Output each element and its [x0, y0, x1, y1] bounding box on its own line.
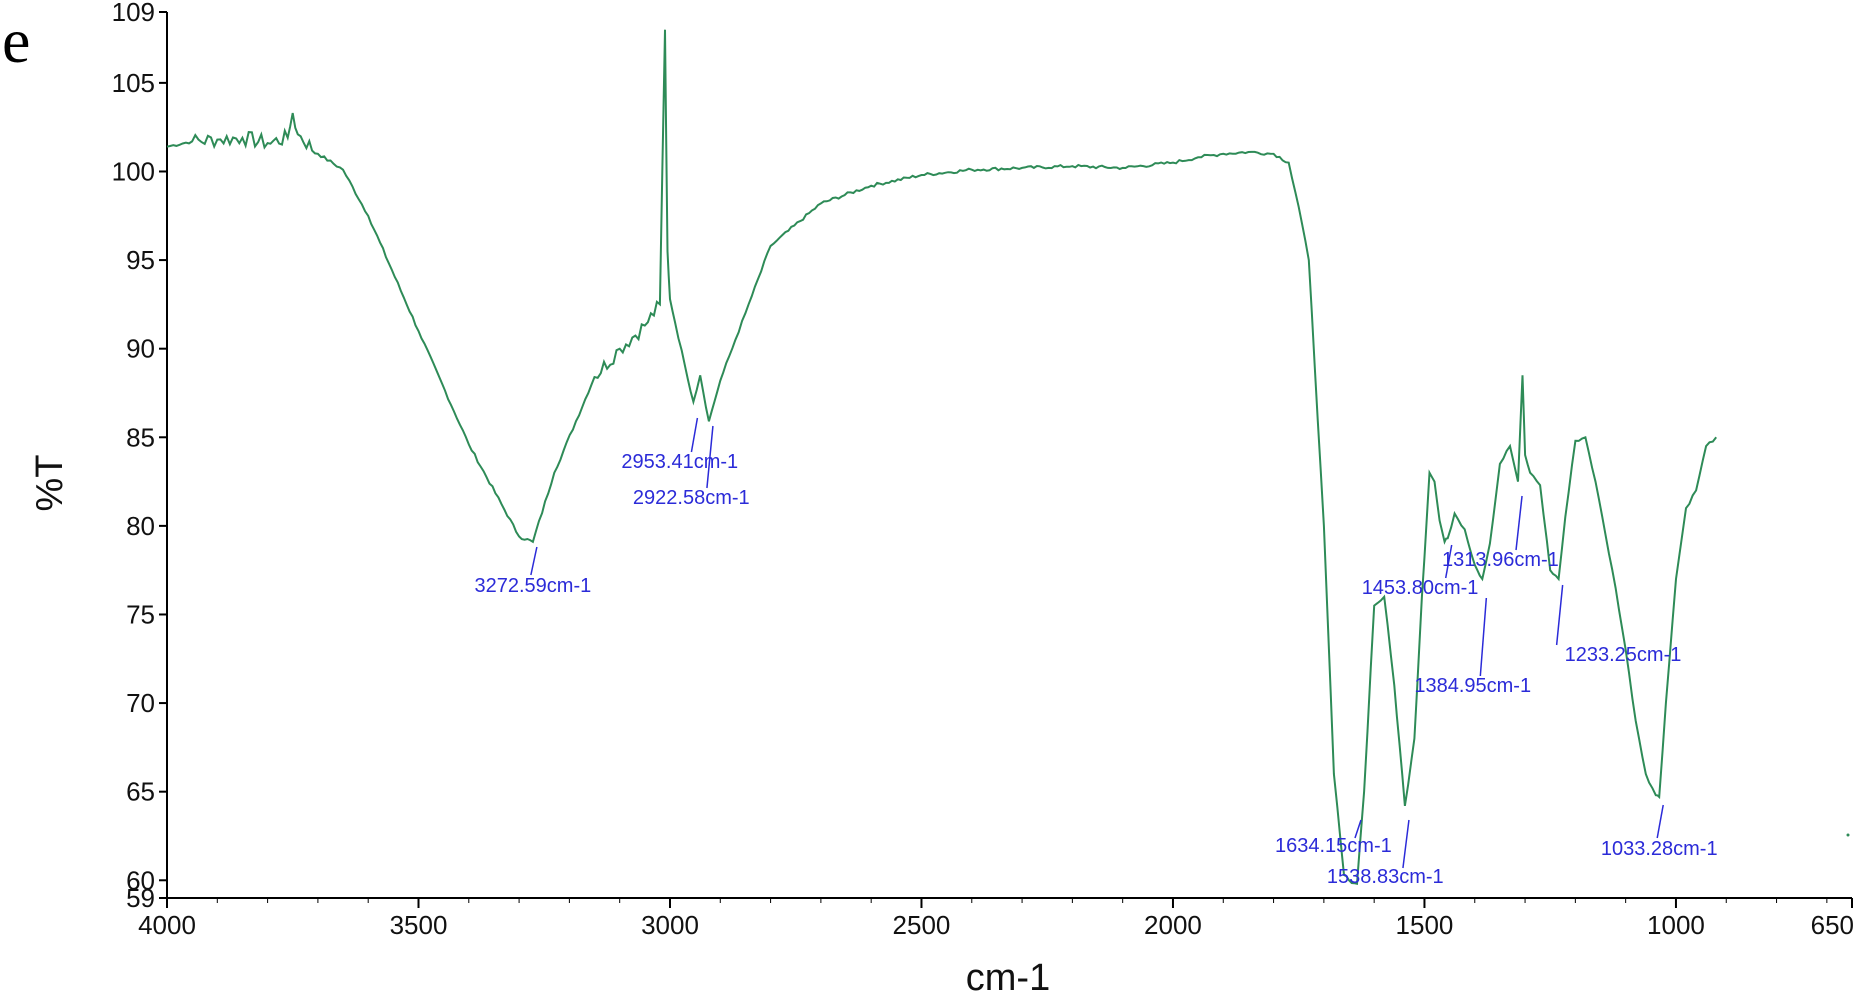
y-tick-label: 59 — [126, 883, 155, 913]
peak-leader-line — [530, 546, 538, 576]
peak-leader-line — [706, 425, 714, 489]
panel-label: e — [2, 5, 30, 76]
y-tick-label: 105 — [112, 68, 155, 98]
x-axis-label: cm-1 — [966, 957, 1050, 999]
x-tick-label: 3000 — [641, 910, 699, 940]
peak-label: 1033.28cm-1 — [1601, 838, 1718, 860]
peak-label: 2922.58cm-1 — [633, 487, 750, 509]
peak-leader-line — [1402, 819, 1410, 869]
peak-leader-line — [1555, 584, 1564, 646]
stray-point — [1846, 833, 1850, 837]
peak-label: 1313.96cm-1 — [1442, 549, 1559, 571]
peak-label: 1233.25cm-1 — [1565, 644, 1682, 666]
x-tick-label: 3500 — [390, 910, 448, 940]
peak-leader-line — [1656, 804, 1664, 839]
peak-label: 1634.15cm-1 — [1275, 835, 1392, 857]
y-tick-label: 100 — [112, 156, 155, 186]
x-tick-label: 2000 — [1144, 910, 1202, 940]
peak-label: 1453.80cm-1 — [1362, 577, 1479, 599]
peak-label: 1538.83cm-1 — [1327, 866, 1444, 888]
peak-label: 2953.41cm-1 — [621, 451, 738, 473]
y-tick-label: 90 — [126, 334, 155, 364]
peak-leader-line — [1444, 544, 1453, 579]
spectrum-trace — [166, 29, 1717, 886]
x-tick-label: 2500 — [893, 910, 951, 940]
peak-label: 3272.59cm-1 — [475, 575, 592, 597]
peak-leader-line — [1479, 597, 1488, 677]
y-tick-label: 109 — [112, 0, 155, 27]
peak-label: 1384.95cm-1 — [1414, 675, 1531, 697]
y-tick-label: 85 — [126, 422, 155, 452]
x-tick-label: 4000 — [138, 910, 196, 940]
peak-leader-line — [1515, 495, 1523, 551]
peak-annotations: 3272.59cm-1 2953.41cm-1 2922.58cm-1 1634.15… — [475, 417, 1718, 888]
y-tick-label: 80 — [126, 511, 155, 541]
x-axis-ticks: 4000 3500 3000 2500 2000 1500 1000 650 — [138, 898, 1854, 940]
peak-leader-line — [1354, 819, 1362, 839]
y-axis-label: %T — [29, 455, 71, 512]
x-tick-label: 650 — [1811, 910, 1854, 940]
y-tick-label: 75 — [126, 599, 155, 629]
x-tick-label: 1500 — [1396, 910, 1454, 940]
y-tick-label: 65 — [126, 777, 155, 807]
y-tick-label: 70 — [126, 688, 155, 718]
y-tick-label: 95 — [126, 245, 155, 275]
x-tick-label: 1000 — [1647, 910, 1705, 940]
peak-leader-line — [690, 417, 699, 453]
y-tick-label: 60 — [126, 865, 155, 895]
